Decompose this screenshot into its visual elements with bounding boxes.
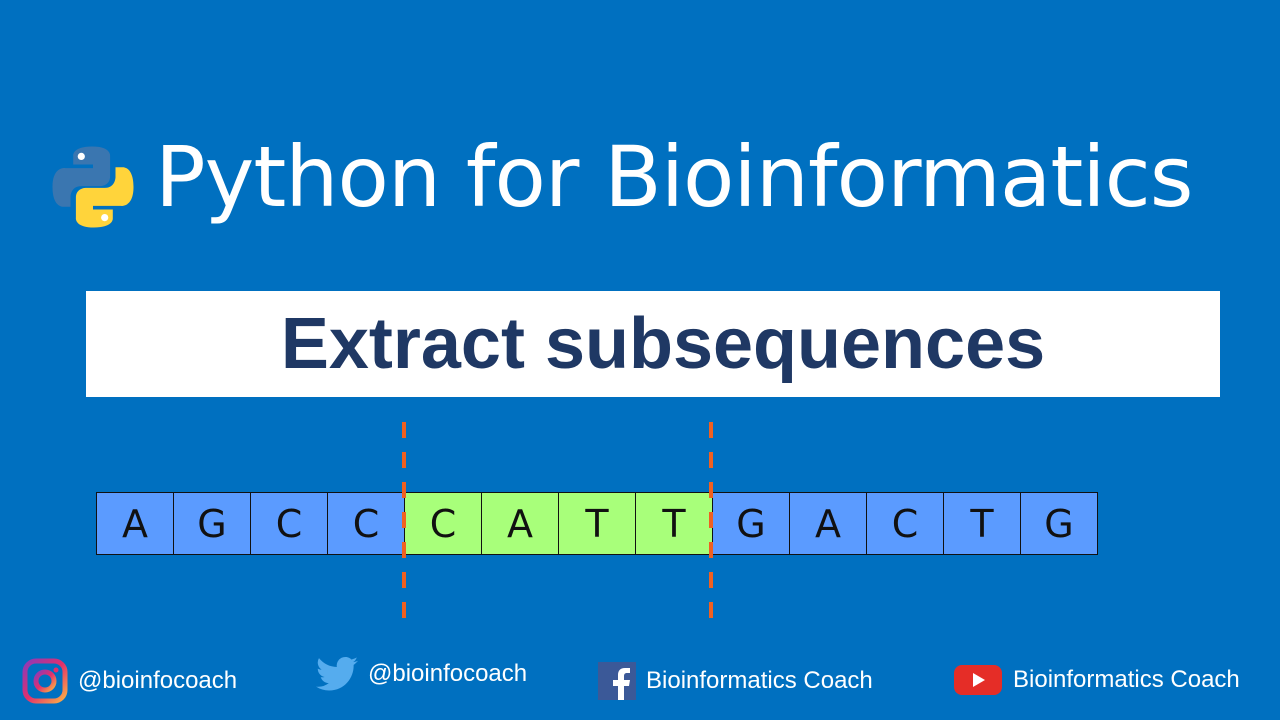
sequence-base-highlighted: T [558,492,636,555]
facebook-icon [598,662,636,700]
sequence-base: G [712,492,790,555]
sequence-base: C [866,492,944,555]
sequence-base: G [173,492,251,555]
instagram-handle: @bioinfocoach [78,667,238,694]
instagram-icon [22,658,68,704]
social-twitter[interactable]: @bioinfocoach [316,656,527,692]
twitter-handle: @bioinfocoach [368,660,528,687]
sequence-base: T [943,492,1021,555]
twitter-icon [316,656,358,691]
python-logo-icon [52,146,134,228]
cut-line-start [402,422,406,624]
sequence-base: G [1020,492,1098,555]
social-youtube[interactable]: Bioinformatics Coach [953,662,1240,698]
cut-line-end [709,422,713,624]
youtube-channel: Bioinformatics Coach [1013,666,1240,693]
sequence-base-highlighted: C [404,492,482,555]
subtitle-text: Extract subsequences [280,304,1046,384]
page-title: Python for Bioinformatics [155,128,1194,226]
subtitle-banner: Extract subsequences [86,291,1220,397]
facebook-name: Bioinformatics Coach [646,667,873,694]
youtube-icon [954,665,1002,695]
sequence-base: C [250,492,328,555]
social-instagram[interactable]: @bioinfocoach [22,658,237,704]
sequence-base-highlighted: T [635,492,713,555]
social-facebook[interactable]: Bioinformatics Coach [598,662,873,700]
sequence-base: A [96,492,174,555]
sequence-base: C [327,492,405,555]
sequence-base-highlighted: A [481,492,559,555]
sequence-base: A [789,492,867,555]
